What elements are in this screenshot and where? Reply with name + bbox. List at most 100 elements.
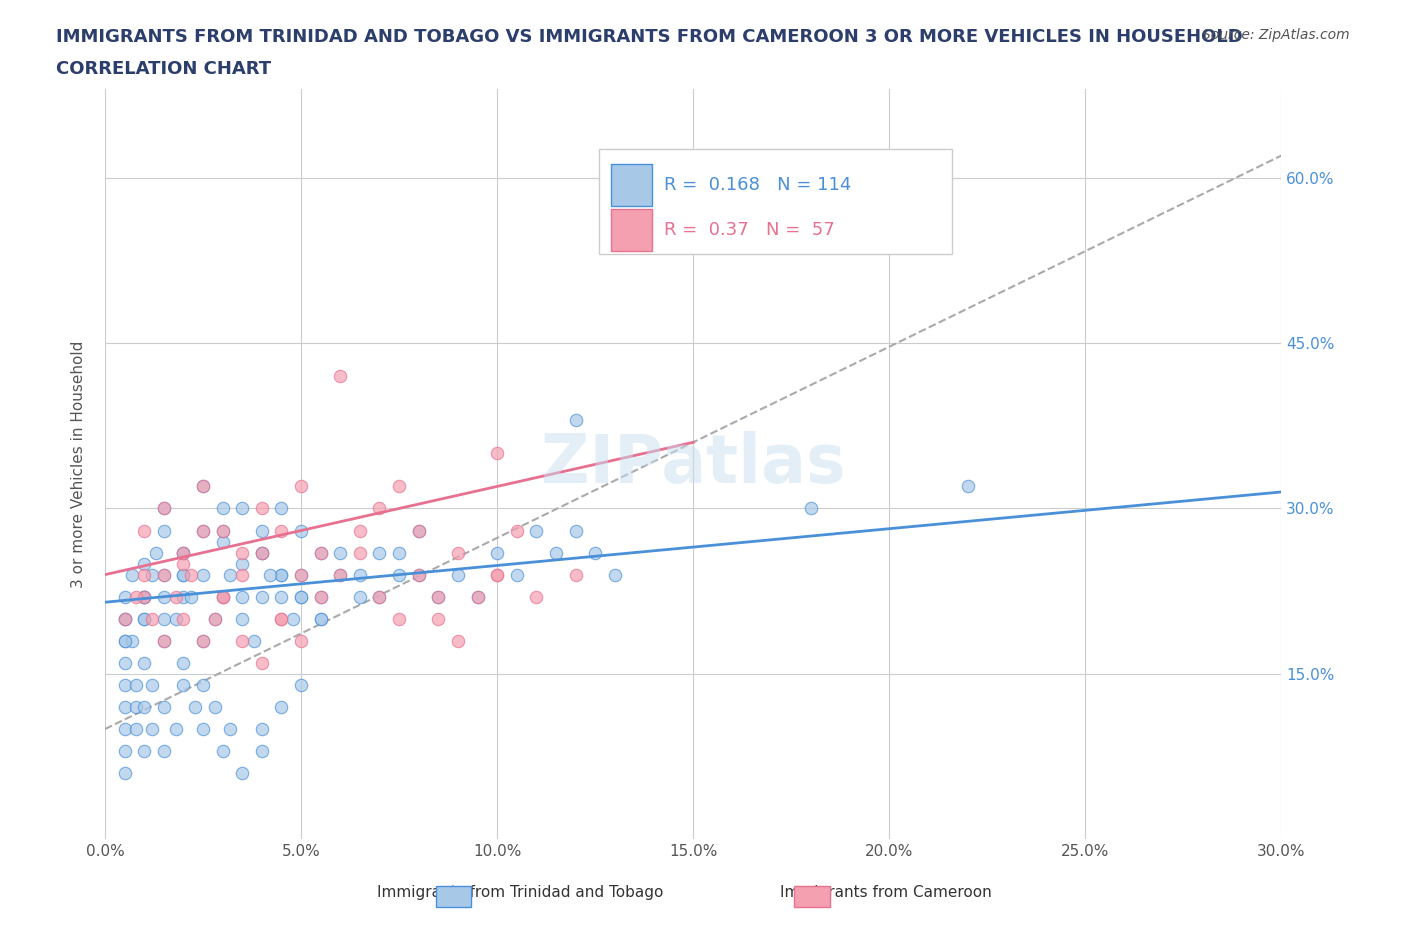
Point	[211, 523, 233, 538]
Point	[290, 590, 312, 604]
Point	[219, 567, 242, 582]
Point	[134, 590, 156, 604]
Point	[270, 567, 292, 582]
Text: R =  0.168   N = 114: R = 0.168 N = 114	[664, 176, 851, 193]
Point	[309, 545, 332, 560]
Point	[191, 523, 214, 538]
Point	[191, 567, 214, 582]
Point	[153, 523, 176, 538]
Point	[211, 590, 233, 604]
Point	[309, 545, 332, 560]
Point	[408, 567, 430, 582]
Point	[172, 611, 194, 626]
Point	[447, 633, 470, 648]
Point	[349, 523, 371, 538]
Point	[447, 567, 470, 582]
Point	[800, 501, 823, 516]
Point	[219, 722, 242, 737]
Point	[309, 611, 332, 626]
Point	[544, 545, 567, 560]
Point	[153, 611, 176, 626]
Point	[231, 590, 253, 604]
Point	[153, 633, 176, 648]
Point	[329, 567, 352, 582]
Point	[145, 545, 167, 560]
Point	[204, 611, 226, 626]
Point	[467, 590, 489, 604]
Point	[172, 567, 194, 582]
Point	[141, 677, 163, 692]
Point	[141, 611, 163, 626]
Point	[172, 567, 194, 582]
Point	[270, 699, 292, 714]
Point	[368, 590, 391, 604]
Point	[486, 545, 509, 560]
FancyBboxPatch shape	[610, 209, 652, 251]
Text: CORRELATION CHART: CORRELATION CHART	[56, 60, 271, 78]
Point	[329, 545, 352, 560]
Point	[408, 523, 430, 538]
Point	[583, 545, 606, 560]
Point	[134, 611, 156, 626]
Point	[329, 567, 352, 582]
Point	[125, 677, 148, 692]
Point	[467, 590, 489, 604]
Point	[134, 523, 156, 538]
Point	[204, 611, 226, 626]
Point	[309, 590, 332, 604]
Point	[114, 611, 136, 626]
Point	[211, 590, 233, 604]
Point	[114, 633, 136, 648]
Point	[165, 611, 187, 626]
Point	[211, 523, 233, 538]
Point	[270, 611, 292, 626]
Point	[270, 567, 292, 582]
Point	[250, 523, 273, 538]
Point	[250, 744, 273, 759]
Point	[231, 633, 253, 648]
Point	[231, 611, 253, 626]
Point	[211, 744, 233, 759]
Point	[211, 534, 233, 549]
Point	[349, 545, 371, 560]
Point	[250, 545, 273, 560]
Point	[408, 523, 430, 538]
Point	[250, 545, 273, 560]
Point	[172, 545, 194, 560]
Point	[114, 744, 136, 759]
Point	[290, 590, 312, 604]
Point	[486, 567, 509, 582]
Point	[211, 590, 233, 604]
Text: Source: ZipAtlas.com: Source: ZipAtlas.com	[1202, 28, 1350, 42]
Text: Immigrants from Trinidad and Tobago: Immigrants from Trinidad and Tobago	[377, 885, 664, 900]
Point	[231, 501, 253, 516]
Point	[191, 633, 214, 648]
Point	[290, 677, 312, 692]
Point	[603, 567, 626, 582]
Point	[134, 556, 156, 571]
Point	[486, 567, 509, 582]
Point	[231, 556, 253, 571]
Point	[165, 590, 187, 604]
Point	[114, 699, 136, 714]
Point	[191, 722, 214, 737]
Point	[368, 501, 391, 516]
Point	[290, 633, 312, 648]
Point	[172, 677, 194, 692]
Point	[231, 765, 253, 780]
Point	[141, 722, 163, 737]
Point	[184, 699, 207, 714]
FancyBboxPatch shape	[610, 165, 652, 206]
Point	[388, 567, 411, 582]
Point	[191, 633, 214, 648]
Point	[114, 633, 136, 648]
Point	[270, 501, 292, 516]
Point	[134, 590, 156, 604]
Point	[114, 677, 136, 692]
Point	[231, 567, 253, 582]
Point	[153, 501, 176, 516]
Point	[172, 656, 194, 671]
Point	[956, 479, 979, 494]
Point	[564, 523, 586, 538]
Point	[506, 523, 529, 538]
